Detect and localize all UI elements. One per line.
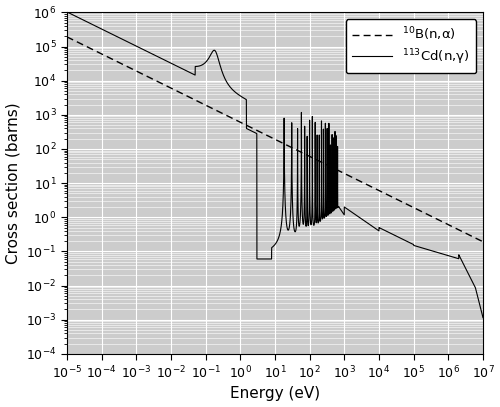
$^{113}$Cd(n,γ): [331, 208, 337, 212]
$^{10}$B(n,α): [64, 34, 70, 39]
$^{113}$Cd(n,γ): [260, 256, 266, 261]
$^{113}$Cd(n,γ): [362, 219, 368, 223]
Line: $^{10}$B(n,α): $^{10}$B(n,α): [67, 37, 483, 242]
Y-axis label: Cross section (barns): Cross section (barns): [6, 102, 20, 264]
$^{113}$Cd(n,γ): [168, 61, 173, 66]
$^{10}$B(n,α): [446, 223, 452, 228]
$^{10}$B(n,α): [480, 239, 486, 244]
Legend: $^{10}$B(n,α), $^{113}$Cd(n,γ): $^{10}$B(n,α), $^{113}$Cd(n,γ): [346, 19, 476, 73]
$^{10}$B(n,α): [467, 233, 473, 238]
Line: $^{113}$Cd(n,γ): $^{113}$Cd(n,γ): [67, 12, 483, 317]
$^{113}$Cd(n,γ): [316, 220, 322, 225]
$^{113}$Cd(n,γ): [64, 9, 70, 14]
$^{113}$Cd(n,γ): [453, 256, 459, 260]
$^{10}$B(n,α): [366, 183, 372, 188]
$^{10}$B(n,α): [238, 120, 244, 125]
$^{10}$B(n,α): [262, 132, 268, 137]
$^{10}$B(n,α): [242, 122, 248, 127]
$^{113}$Cd(n,γ): [480, 315, 486, 320]
X-axis label: Energy (eV): Energy (eV): [230, 386, 320, 401]
